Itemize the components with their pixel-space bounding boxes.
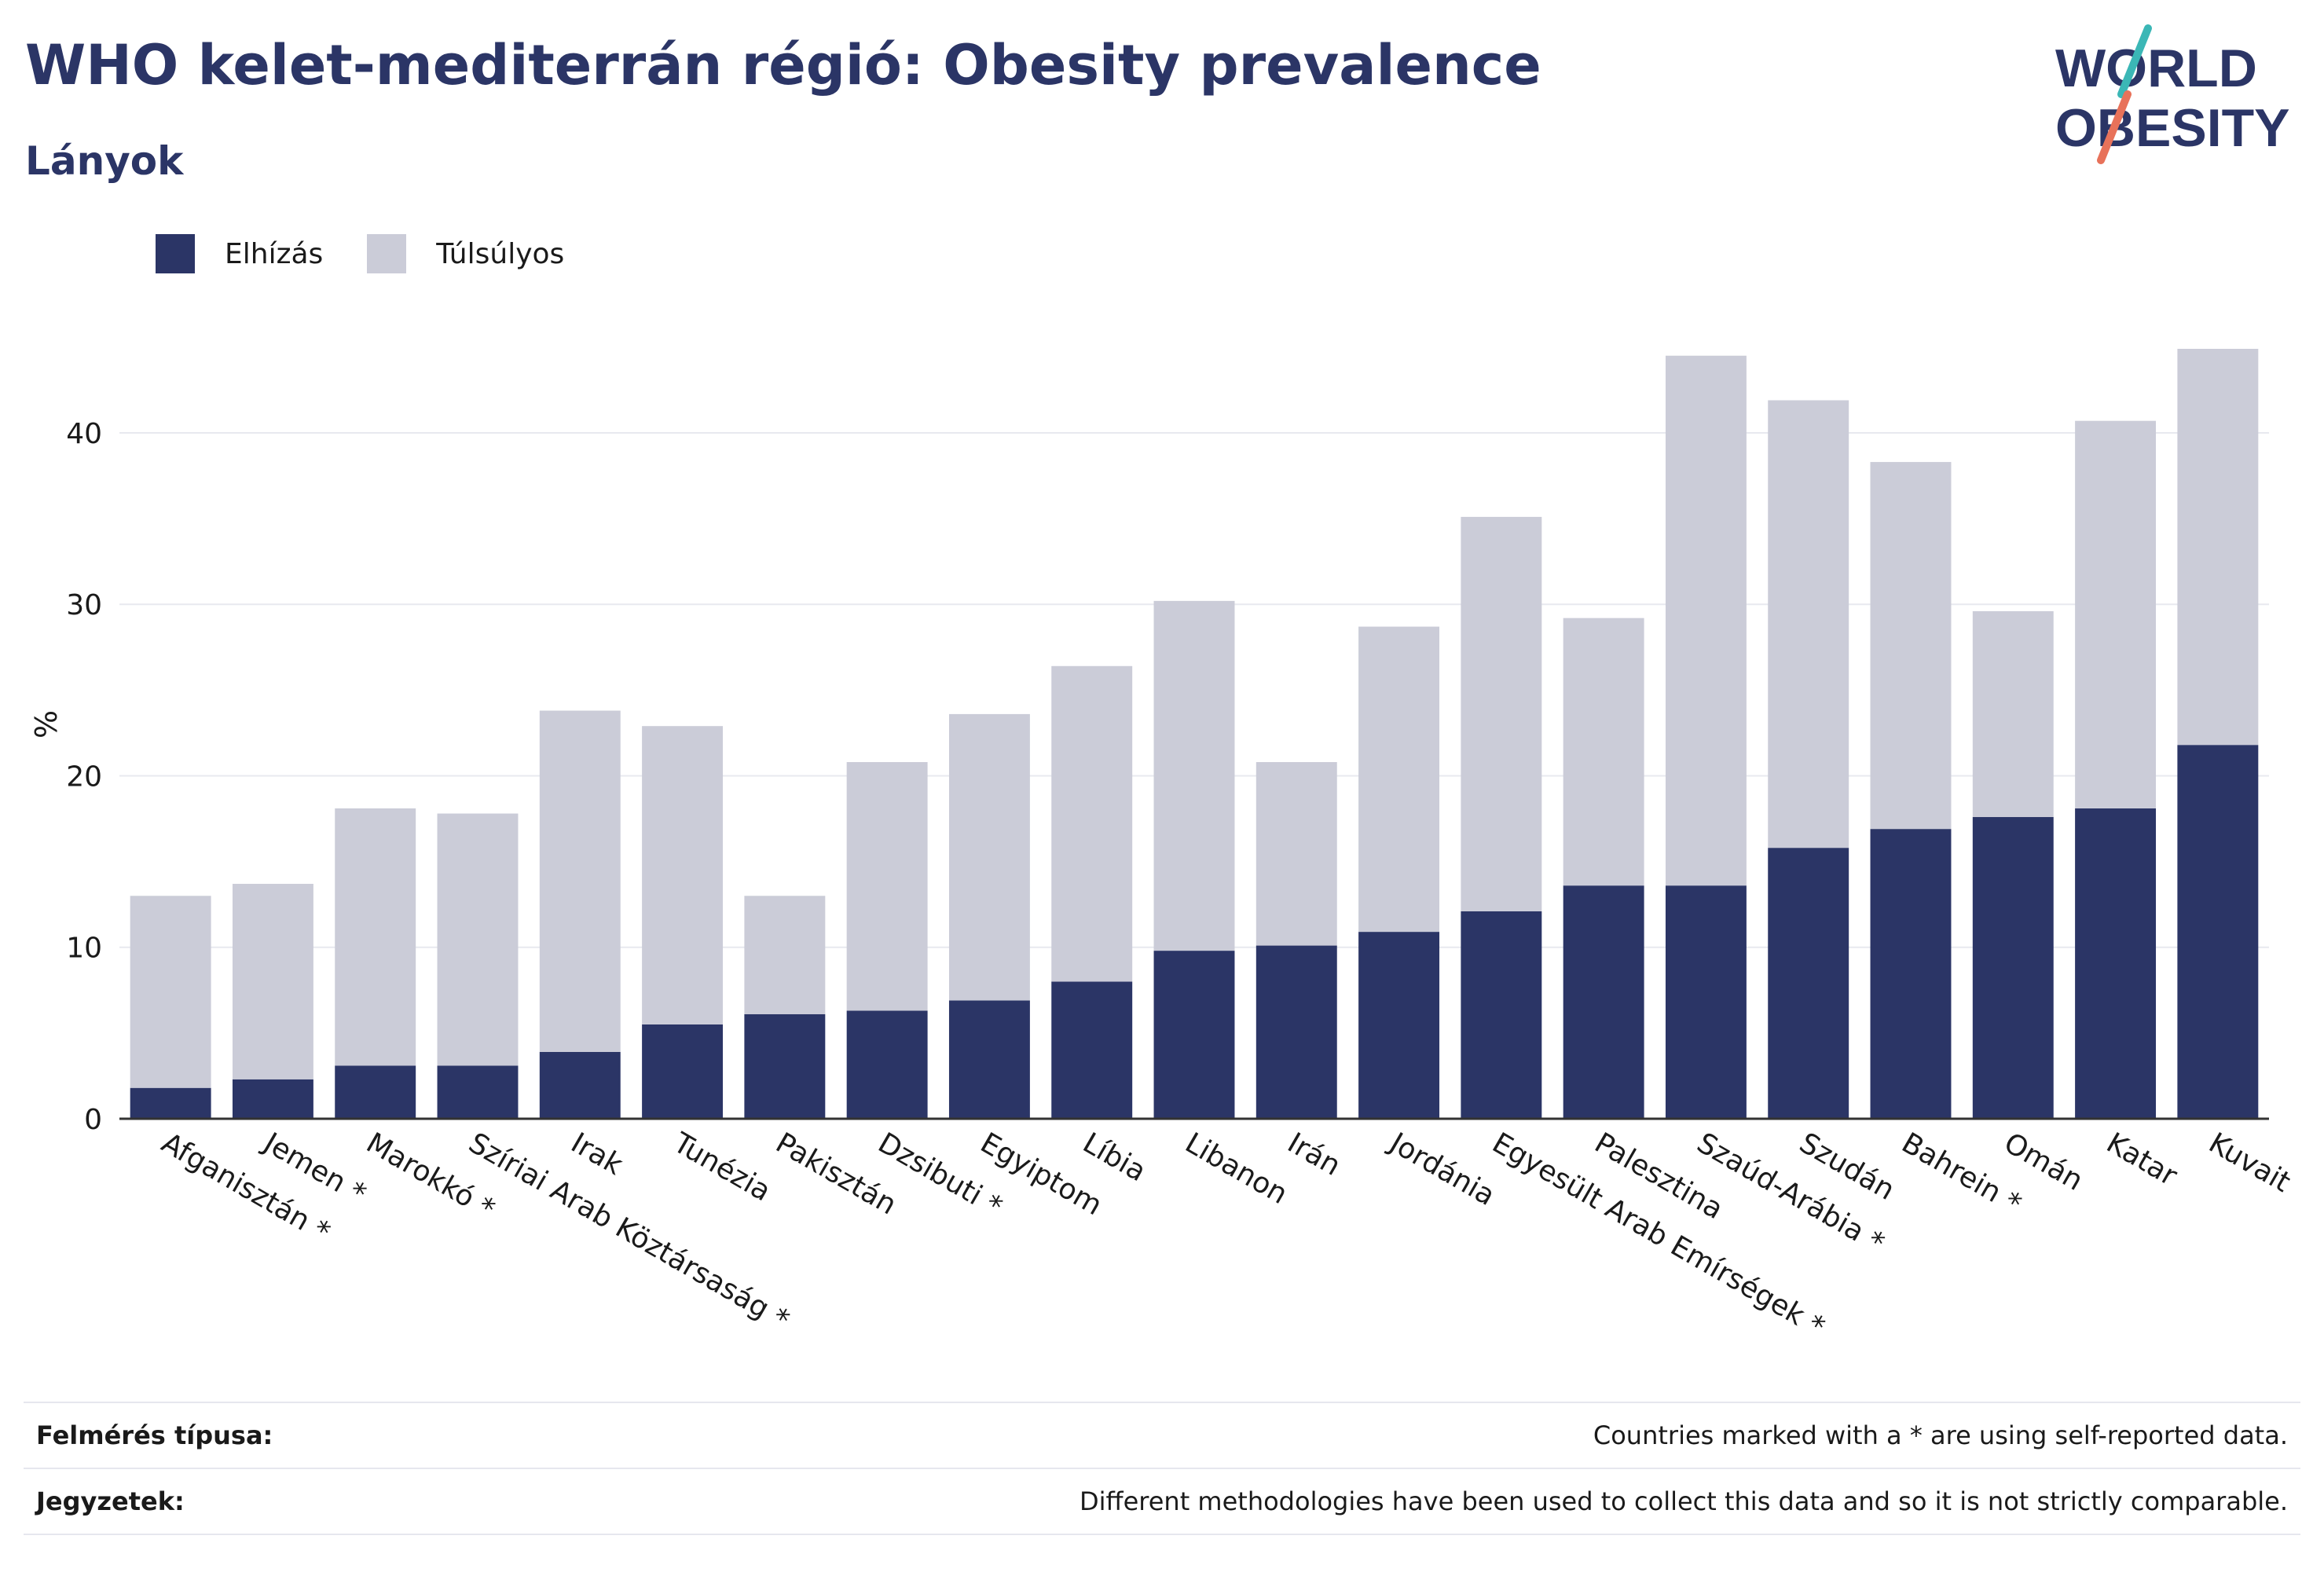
footer-notes-value: Different methodologies have been used t…: [1080, 1486, 2288, 1516]
bar-obesity: [539, 1051, 621, 1119]
bar-obesity: [437, 1065, 519, 1119]
logo-text-world: WORLD: [2055, 38, 2257, 98]
legend-label-overweight: Túlsúlyos: [436, 237, 565, 270]
page-subtitle: Lányok: [25, 138, 184, 184]
world-obesity-logo: WORLD OBESITY: [2055, 24, 2290, 164]
chart-legend: Elhízás Túlsúlyos: [156, 232, 608, 276]
y-tick-label: 30: [66, 589, 102, 621]
logo-slash-coral: [2097, 90, 2132, 164]
bar-overweight: [1461, 516, 1542, 911]
x-tick-label: Katar: [2101, 1127, 2183, 1193]
bar-obesity: [1768, 848, 1849, 1119]
bar-obesity: [335, 1065, 416, 1119]
bar-overweight: [744, 896, 826, 1014]
logo-text-obesity: OBESITY: [2055, 98, 2290, 158]
legend-item-obesity[interactable]: Elhízás: [156, 234, 323, 273]
bar-overweight: [539, 710, 621, 1052]
bar-obesity: [846, 1010, 928, 1119]
bar-obesity: [1358, 932, 1440, 1119]
bar-obesity: [2177, 745, 2259, 1119]
footer-table: Felmérés típusa: Countries marked with a…: [24, 1402, 2300, 1535]
bar-obesity: [744, 1013, 826, 1119]
bar-overweight: [1255, 762, 1337, 946]
bar-obesity: [1870, 829, 1952, 1119]
bar-obesity: [1051, 981, 1133, 1119]
bar-obesity: [2075, 808, 2157, 1119]
footer-row-survey: Felmérés típusa: Countries marked with a…: [24, 1402, 2300, 1468]
legend-label-obesity: Elhízás: [225, 237, 324, 270]
x-tick-label: Szíriai Arab Köztársaság *: [464, 1127, 795, 1336]
bar-overweight: [335, 808, 416, 1066]
legend-swatch-obesity: [156, 234, 195, 273]
x-tick-label: Líbia: [1077, 1127, 1151, 1188]
bar-overweight: [130, 896, 211, 1088]
bar-obesity: [1255, 945, 1337, 1119]
bar-overweight: [1153, 600, 1235, 951]
x-tick-label: Tunézia: [667, 1127, 776, 1208]
bar-overweight: [1051, 665, 1133, 982]
bar-overweight: [1870, 462, 1952, 830]
bar-overweight: [948, 713, 1030, 1001]
bar-overweight: [846, 762, 928, 1011]
bar-overweight: [232, 883, 313, 1079]
logo-slash-teal: [2117, 24, 2152, 98]
bar-overweight: [1665, 355, 1747, 886]
y-axis-label: %: [29, 710, 64, 739]
footer-row-notes: Jegyzetek: Different methodologies have …: [24, 1468, 2300, 1535]
bar-overweight: [1358, 626, 1440, 933]
bar-overweight: [1972, 610, 2054, 817]
bar-overweight: [2177, 349, 2259, 746]
x-tick-label: Libanon: [1180, 1127, 1293, 1211]
y-tick-label: 40: [66, 418, 102, 450]
bar-overweight: [1563, 618, 1644, 886]
x-tick-label: Irak: [566, 1127, 629, 1182]
bar-obesity: [948, 1000, 1030, 1119]
legend-swatch-overweight: [367, 234, 407, 273]
bar-overweight: [437, 813, 519, 1066]
page-title: WHO kelet-mediterrán régió: Obesity prev…: [25, 33, 1541, 97]
bar-overweight: [642, 726, 724, 1024]
x-tick-label: Jordánia: [1383, 1126, 1500, 1212]
y-tick-label: 20: [66, 761, 102, 793]
footer-survey-key: Felmérés típusa:: [36, 1420, 273, 1450]
x-tick-label: Afganisztán *: [156, 1127, 335, 1248]
bar-obesity: [1563, 885, 1644, 1119]
legend-item-overweight[interactable]: Túlsúlyos: [367, 234, 564, 273]
x-tick-label: Kuvait: [2203, 1127, 2296, 1199]
x-tick-label: Irán: [1282, 1127, 1346, 1182]
footer-survey-value: Countries marked with a * are using self…: [1593, 1420, 2288, 1450]
y-tick-label: 0: [84, 1104, 102, 1136]
bar-obesity: [1665, 885, 1747, 1119]
bar-obesity: [642, 1024, 724, 1119]
bar-obesity: [1972, 816, 2054, 1119]
bar-obesity: [130, 1087, 211, 1119]
bar-obesity: [232, 1079, 313, 1119]
bar-obesity: [1153, 951, 1235, 1119]
bar-overweight: [1768, 400, 1849, 848]
bar-overweight: [2075, 420, 2157, 808]
y-tick-label: 10: [66, 933, 102, 965]
footer-notes-key: Jegyzetek:: [36, 1486, 185, 1516]
bar-obesity: [1461, 911, 1542, 1119]
